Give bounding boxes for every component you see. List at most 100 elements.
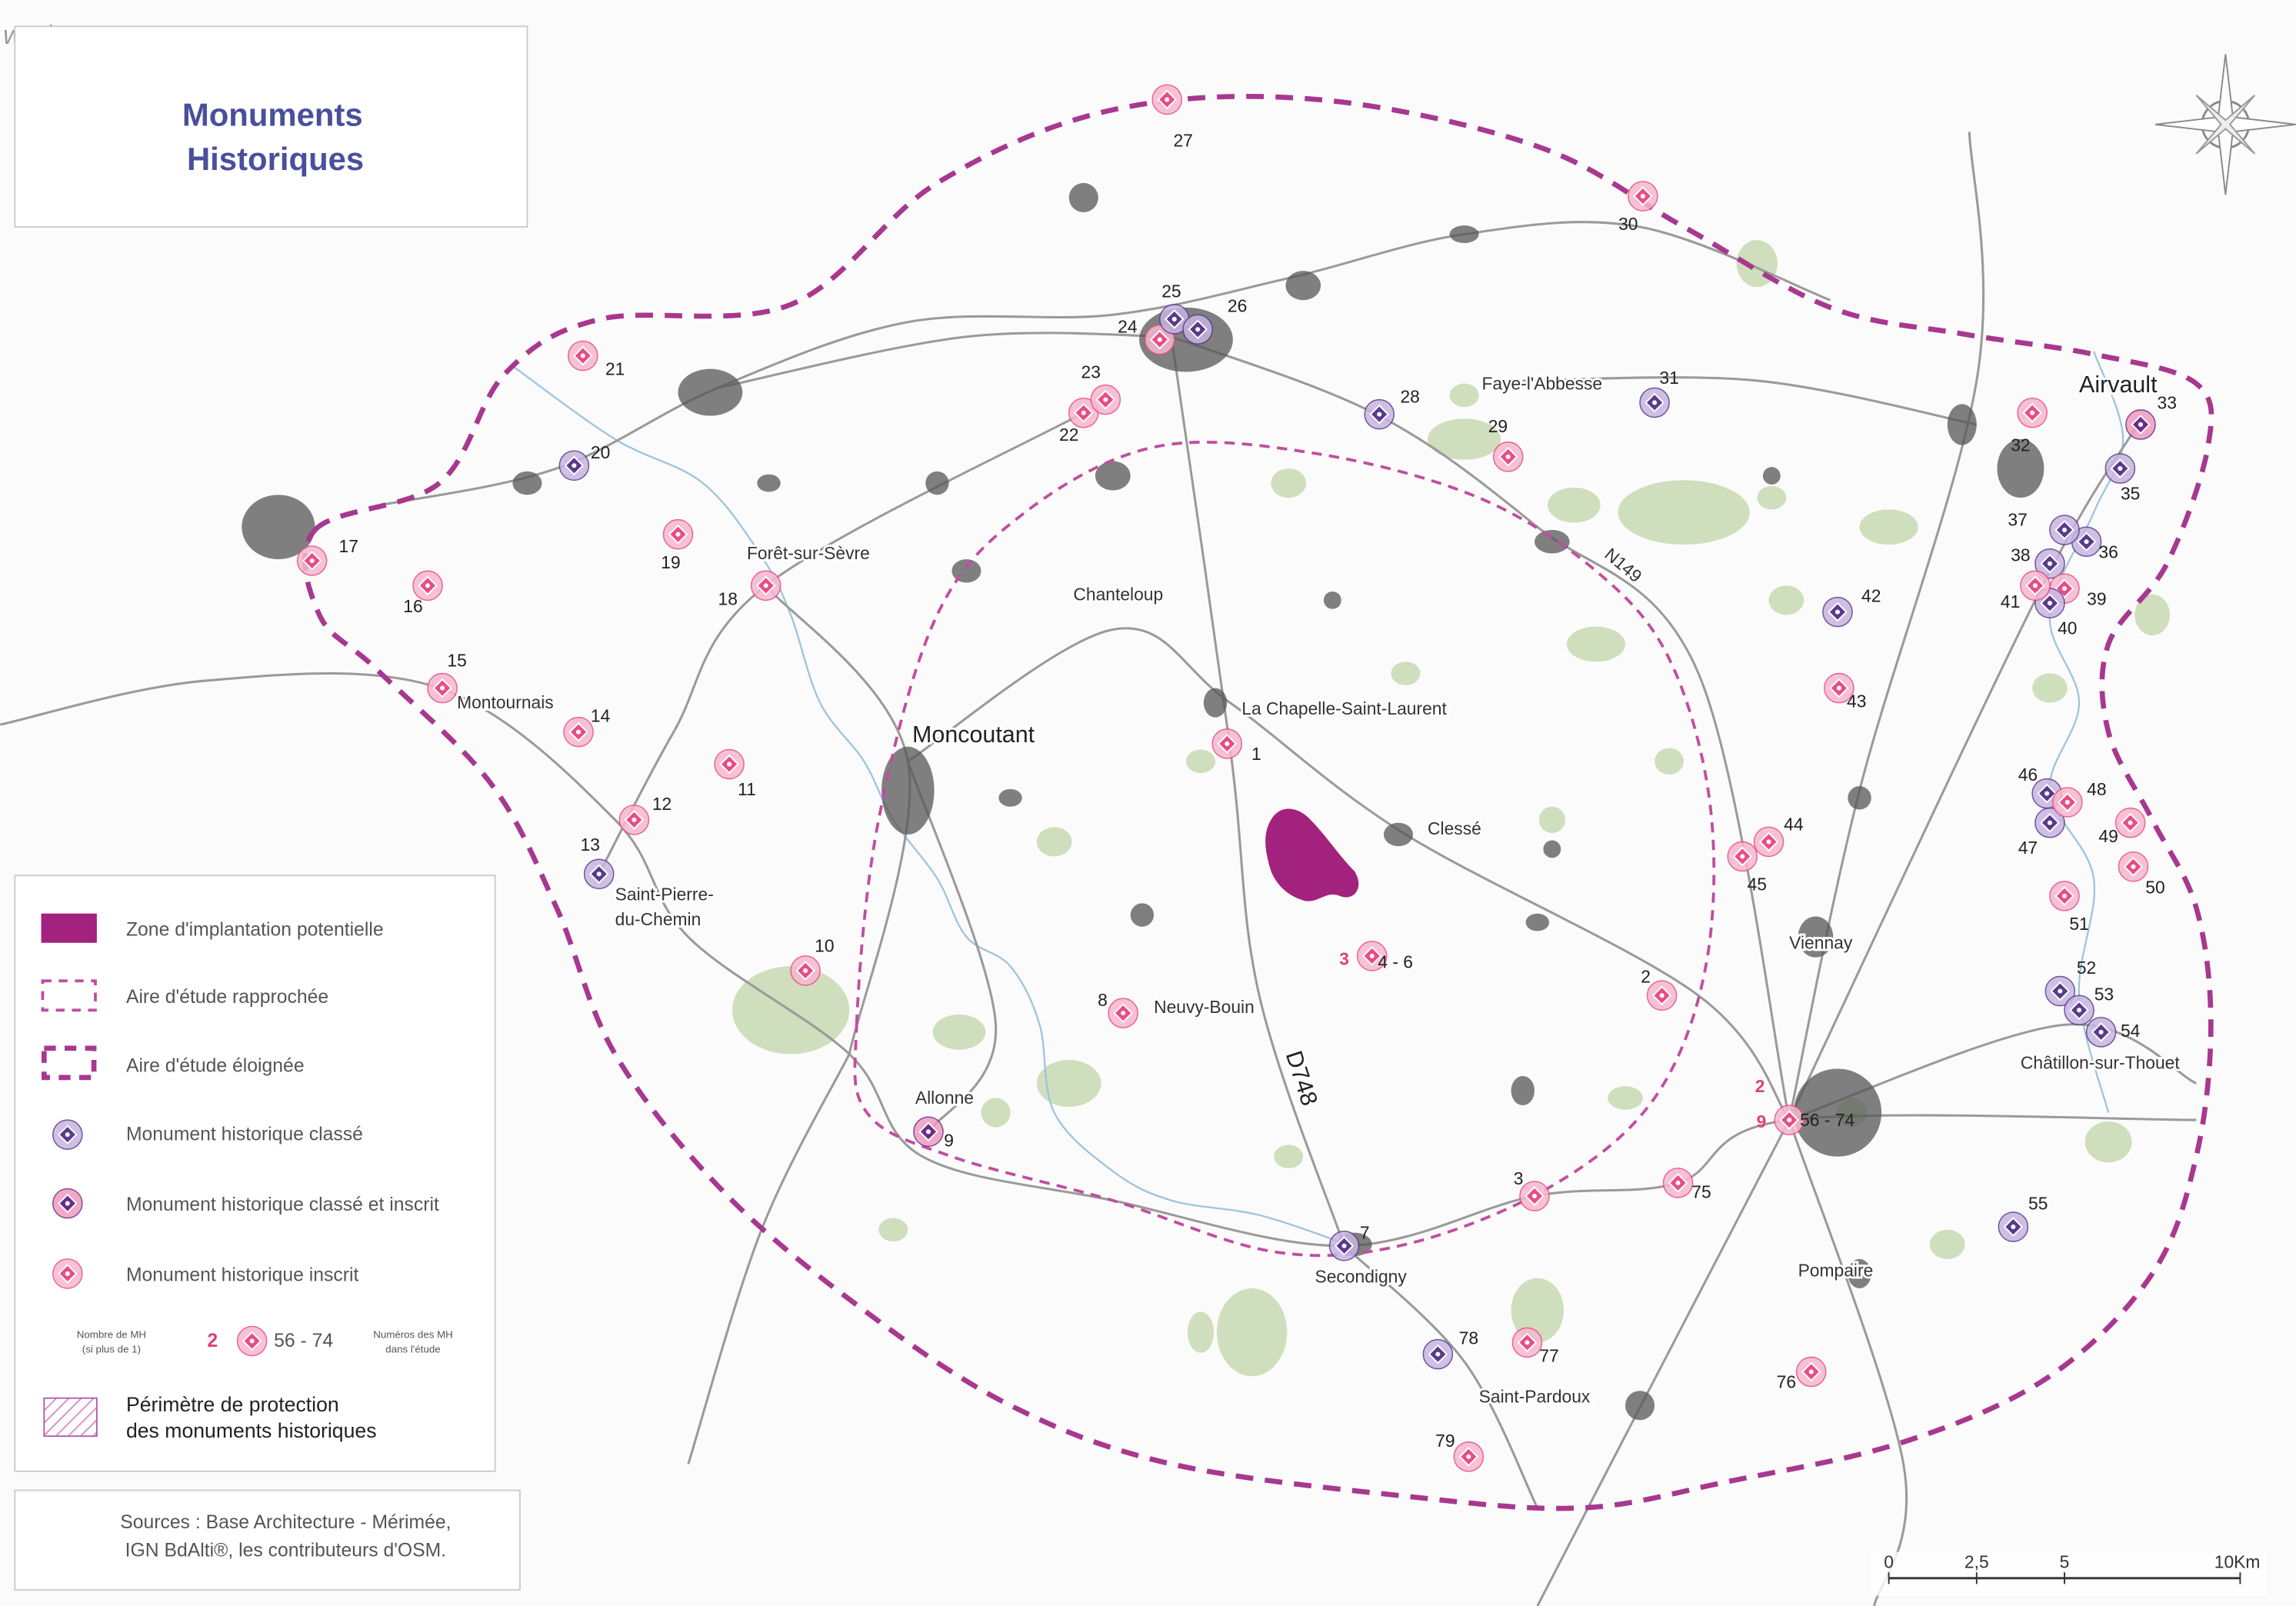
monument-number: 17 <box>339 536 358 556</box>
forest <box>878 1218 908 1241</box>
legend-symbol-dot <box>65 1201 70 1206</box>
forest <box>1548 488 1601 523</box>
town <box>998 789 1021 807</box>
monument-number: 33 <box>2158 392 2177 412</box>
place-label: Clessé <box>1428 818 1481 838</box>
forest <box>1391 661 1420 685</box>
monument-number: 40 <box>2058 618 2077 638</box>
town <box>1324 591 1341 609</box>
monument-number: 32 <box>2011 435 2030 455</box>
monument-number: 7 <box>1360 1223 1370 1243</box>
monument-number: 54 <box>2121 1021 2141 1041</box>
monument-dot <box>1660 993 1665 998</box>
monument-number: 28 <box>1401 387 1420 407</box>
legend-label: Monument historique classé et inscrit <box>126 1195 439 1215</box>
monument-number: 41 <box>2001 591 2020 611</box>
place-label: Allonne <box>915 1088 974 1108</box>
town <box>757 475 780 492</box>
monument-number: 8 <box>1098 990 1108 1010</box>
monument-dot <box>2118 466 2122 471</box>
monument-dot <box>1740 854 1744 858</box>
monument-number: 1 <box>1251 744 1261 764</box>
monument-dot <box>1835 610 1840 615</box>
monument-dot <box>425 583 430 588</box>
forest <box>1188 1311 1214 1352</box>
monument-dot <box>2131 865 2135 869</box>
monument-dot <box>1532 1194 1537 1198</box>
monument-dot <box>1081 411 1086 415</box>
monument-dot <box>2062 894 2067 898</box>
monument-dot <box>1787 1118 1791 1122</box>
forest <box>981 1098 1011 1128</box>
monument-number: 43 <box>1847 691 1866 711</box>
forest <box>1186 750 1215 773</box>
scale-label: 10Km <box>2214 1552 2261 1572</box>
forest <box>1450 384 1479 407</box>
monument-number: 4 - 6 <box>1378 951 1413 971</box>
monument-dot <box>1121 1011 1125 1015</box>
forest <box>2032 674 2068 703</box>
monument-number: 20 <box>591 442 610 462</box>
town <box>1543 841 1561 858</box>
scale-label: 5 <box>2060 1552 2070 1572</box>
monument-number: 23 <box>1081 362 1101 382</box>
monument-dot <box>597 871 601 876</box>
monument-number: 19 <box>661 552 680 572</box>
place-label: Saint-Pierre- <box>615 885 714 905</box>
monument-count: 3 <box>1339 949 1349 969</box>
monument-dot <box>1158 338 1162 342</box>
monument-dot <box>1370 954 1375 958</box>
place-label: Airvault <box>2079 372 2158 398</box>
monument-number: 48 <box>2087 779 2106 799</box>
monument-dot <box>2077 1008 2081 1012</box>
place-label: La Chapelle-Saint-Laurent <box>1241 698 1447 718</box>
monument-number: 24 <box>1118 316 1138 336</box>
monument-dot <box>440 686 445 691</box>
town <box>1095 461 1131 491</box>
town <box>1625 1391 1655 1420</box>
monument-dot <box>2138 422 2143 427</box>
monument-dot <box>1377 412 1381 417</box>
place-label: Forêt-sur-Sèvre <box>747 543 870 563</box>
monument-dot <box>1466 1454 1471 1459</box>
town <box>678 369 743 416</box>
legend-symbol-dot <box>250 1338 255 1343</box>
forest <box>1860 509 1918 545</box>
monument-number: 31 <box>1659 368 1678 388</box>
legend-note: Numéros des MH <box>373 1329 453 1341</box>
legend-symbol-dot <box>65 1271 70 1276</box>
forest <box>1274 1145 1303 1168</box>
monument-dot <box>803 968 808 973</box>
monument-dot <box>1837 686 1841 691</box>
monument-number: 37 <box>2008 510 2027 530</box>
monument-dot <box>1641 194 1645 198</box>
town <box>1948 404 1977 445</box>
place-label: Viennay <box>1789 932 1853 952</box>
monument-number: 78 <box>1459 1328 1478 1348</box>
monument-number: 46 <box>2018 765 2038 785</box>
monument-dot <box>1342 1244 1347 1248</box>
forest <box>933 1015 986 1050</box>
monument-dot <box>2065 800 2070 805</box>
monument-dot <box>2030 411 2034 415</box>
town <box>1526 914 1549 931</box>
monument-number: 3 <box>1514 1168 1524 1188</box>
town <box>1204 688 1227 718</box>
monument-number: 44 <box>1784 815 1804 835</box>
legend-label: Aire d'étude rapprochée <box>126 987 328 1008</box>
monument-dot <box>1766 839 1771 844</box>
monument-number: 53 <box>2094 984 2114 1004</box>
town <box>1535 530 1570 553</box>
monument-number: 9 <box>944 1131 954 1151</box>
monument-number: 75 <box>1691 1181 1711 1201</box>
place-label: Pompaire <box>1798 1261 1874 1281</box>
monument-number: 13 <box>581 835 600 855</box>
monument-number: 21 <box>605 359 625 379</box>
legend-label: Aire d'étude éloignée <box>126 1055 305 1076</box>
monument-dot <box>2011 1224 2015 1229</box>
monument-dot <box>2128 821 2133 825</box>
monument-number: 39 <box>2087 588 2106 608</box>
town <box>1511 1076 1535 1105</box>
monument-number: 30 <box>1618 214 1638 234</box>
monument-number: 12 <box>652 794 671 814</box>
